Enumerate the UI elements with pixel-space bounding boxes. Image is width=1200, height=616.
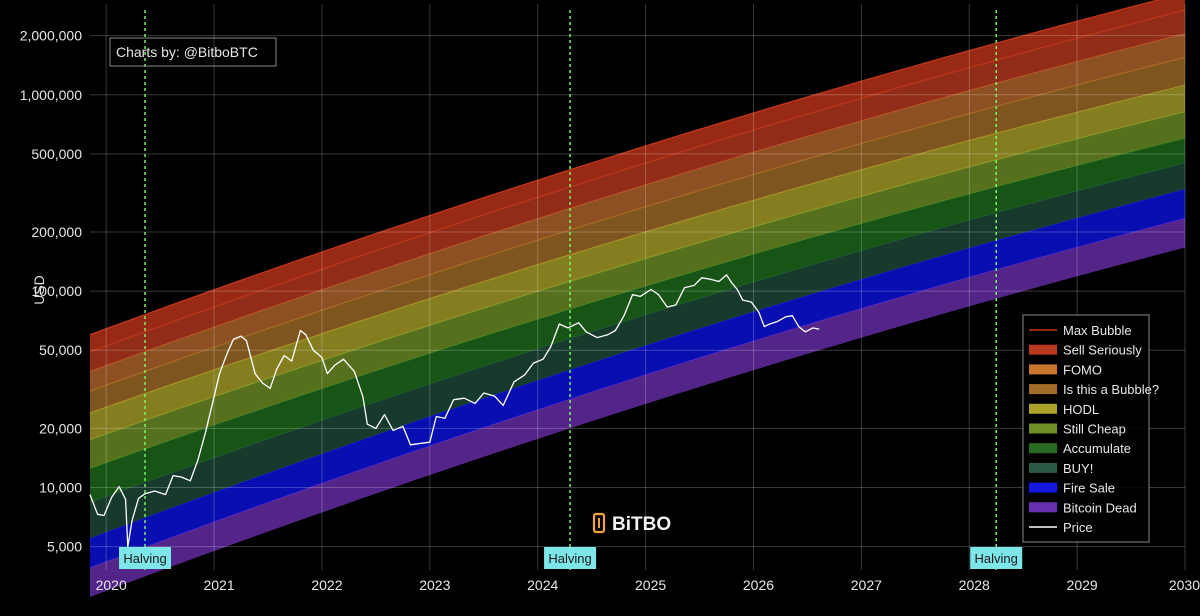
- legend-label: Fire Sale: [1063, 481, 1115, 496]
- halving-label: Halving: [548, 551, 591, 566]
- bitbo-logo-text: BiTBO: [612, 514, 671, 535]
- legend-label: HODL: [1063, 402, 1099, 417]
- x-tick-label: 2020: [96, 577, 127, 593]
- band-edge: [89, 0, 1161, 336]
- y-axis: 5,000 10,000 20,000 50,000 100,000 200,000 500…: [20, 28, 83, 555]
- band-fire-sale: [90, 189, 1185, 568]
- x-tick-label: 2021: [203, 577, 234, 593]
- y-tick-label: 200,000: [31, 224, 82, 240]
- band-sell-seriously: [90, 10, 1185, 372]
- y-tick-label: 1,000,000: [20, 87, 82, 103]
- y-tick-label: 10,000: [39, 479, 82, 495]
- y-tick-label: 50,000: [39, 342, 82, 358]
- legend-swatch: [1029, 344, 1057, 355]
- legend-label: FOMO: [1063, 362, 1102, 377]
- legend-label: Sell Seriously: [1063, 343, 1142, 358]
- legend-swatch: [1029, 443, 1057, 454]
- legend-item: BUY!: [1029, 461, 1093, 476]
- legend-label: Is this a Bubble?: [1063, 382, 1159, 397]
- y-tick-label: 500,000: [31, 146, 82, 162]
- legend-label: BUY!: [1063, 461, 1093, 476]
- halving-label: Halving: [975, 551, 1018, 566]
- legend-swatch: [1029, 482, 1057, 493]
- legend-item: Accumulate: [1029, 441, 1131, 456]
- legend-label: Price: [1063, 520, 1093, 535]
- y-tick-label: 20,000: [39, 420, 82, 436]
- x-tick-label: 2029: [1067, 577, 1098, 593]
- legend-swatch: [1029, 403, 1057, 414]
- legend-label: Accumulate: [1063, 441, 1131, 456]
- legend-item: Sell Seriously: [1029, 343, 1142, 358]
- y-tick-label: 100,000: [31, 283, 82, 299]
- x-tick-label: 2027: [851, 577, 882, 593]
- x-axis: 2020 2021 2022 2023 2024 2025 2026 2027 2028 2029…: [96, 577, 1200, 593]
- bitbo-logo-icon: [592, 512, 606, 534]
- x-tick-label: 2022: [311, 577, 342, 593]
- legend-label: Bitcoin Dead: [1063, 500, 1137, 515]
- halving-lines: Halving Halving Halving: [119, 10, 1023, 570]
- band-is-this-a-bubble-: [90, 57, 1185, 413]
- legend-item: Bitcoin Dead: [1029, 500, 1137, 515]
- band-hodl: [90, 85, 1185, 440]
- legend-label: Still Cheap: [1063, 422, 1126, 437]
- band-buy-: [90, 162, 1185, 539]
- legend-item: Max Bubble: [1029, 323, 1132, 338]
- x-tick-label: 2024: [527, 577, 558, 593]
- x-tick-label: 2026: [743, 577, 774, 593]
- halving-badge: [970, 547, 1023, 569]
- x-tick-label: 2025: [635, 577, 666, 593]
- legend-swatch: [1029, 462, 1057, 473]
- credit-box: Charts by: @BitboBTC: [109, 37, 277, 67]
- legend-item: Still Cheap: [1029, 422, 1126, 437]
- band-max-bubble: [90, 0, 1185, 352]
- band-fomo: [90, 33, 1185, 391]
- y-tick-label: 2,000,000: [20, 28, 82, 44]
- rainbow-bands: [89, 0, 1186, 598]
- y-tick-label: 5,000: [47, 539, 82, 555]
- x-tick-label: 2023: [419, 577, 450, 593]
- bitbo-logo: BiTBO: [592, 512, 671, 535]
- legend-swatch: [1029, 364, 1057, 375]
- legend-swatch: [1029, 423, 1057, 434]
- y-axis-label: USD: [31, 275, 47, 305]
- price-series: [89, 274, 820, 548]
- legend-item: FOMO: [1029, 362, 1102, 377]
- legend-item: Is this a Bubble?: [1029, 382, 1159, 397]
- band-still-cheap: [90, 111, 1185, 469]
- legend-swatch: [1029, 502, 1057, 513]
- halving-label: Halving: [123, 551, 166, 566]
- legend: Max Bubble Sell Seriously FOMO Is this a Bu…: [1022, 314, 1159, 543]
- legend-swatch: [1029, 384, 1057, 395]
- band-bitcoin-dead: [90, 218, 1185, 598]
- band-accumulate: [90, 138, 1185, 503]
- legend-item: Price: [1029, 520, 1093, 535]
- legend-item: HODL: [1029, 402, 1099, 417]
- halving-badge: [544, 547, 597, 569]
- grid-lines: [90, 4, 1186, 570]
- credit-text: Charts by: @BitboBTC: [116, 44, 258, 60]
- price-line: [89, 274, 820, 548]
- halving-badge: [119, 547, 172, 569]
- legend-item: Fire Sale: [1029, 481, 1115, 496]
- x-tick-label: 2030: [1169, 577, 1200, 593]
- x-tick-label: 2028: [959, 577, 990, 593]
- legend-label: Max Bubble: [1063, 323, 1132, 338]
